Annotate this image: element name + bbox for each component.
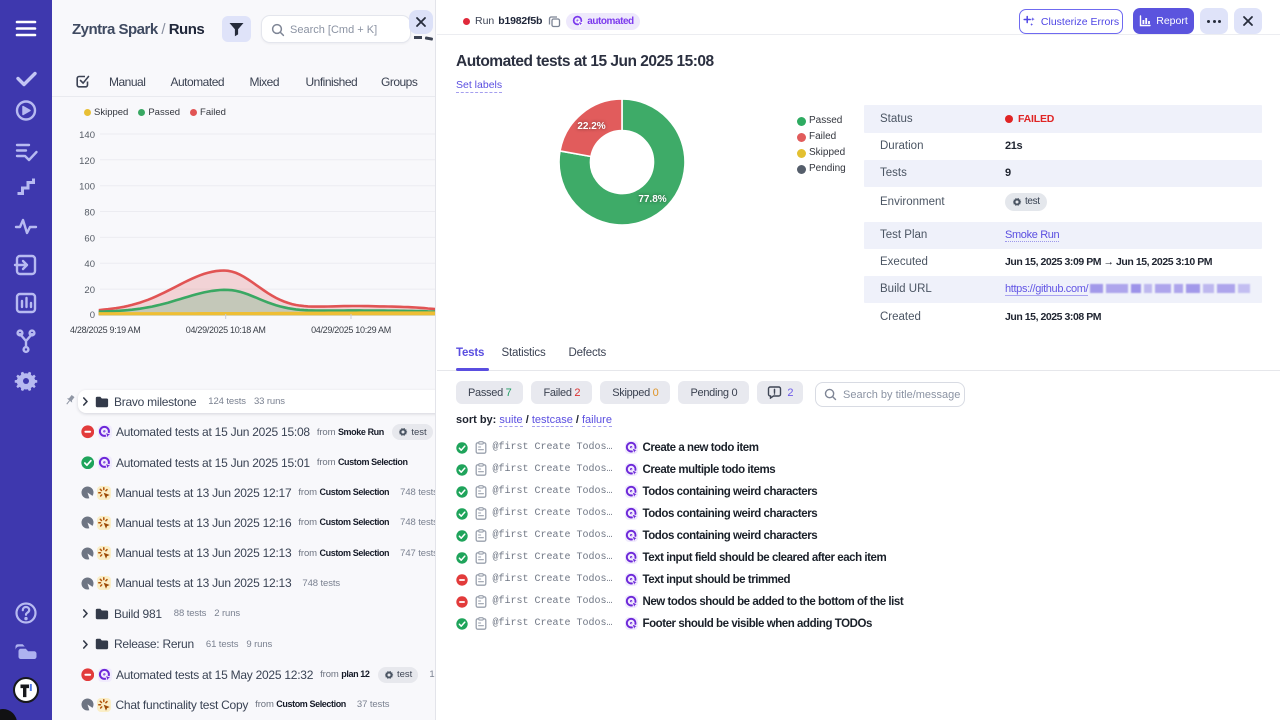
- svg-text:140: 140: [79, 130, 95, 141]
- svg-text:80: 80: [84, 208, 95, 219]
- svg-text:60: 60: [84, 233, 95, 244]
- svg-text:40: 40: [84, 259, 95, 270]
- svg-text:04/29/2025 10:29 AM: 04/29/2025 10:29 AM: [311, 325, 391, 335]
- svg-text:22.2%: 22.2%: [577, 121, 605, 132]
- svg-text:120: 120: [79, 156, 95, 167]
- svg-text:04/29/2025 10:18 AM: 04/29/2025 10:18 AM: [186, 325, 266, 335]
- svg-text:20: 20: [84, 285, 95, 296]
- svg-text:4/28/2025 9:19 AM: 4/28/2025 9:19 AM: [70, 325, 140, 335]
- svg-text:100: 100: [79, 182, 95, 193]
- svg-text:77.8%: 77.8%: [638, 194, 666, 205]
- svg-text:0: 0: [90, 310, 95, 321]
